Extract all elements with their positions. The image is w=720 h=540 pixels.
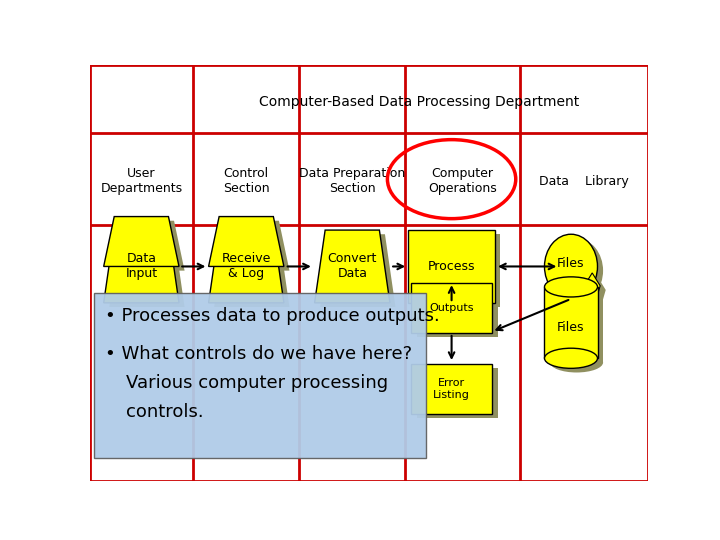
- Text: • What controls do we have here?: • What controls do we have here?: [104, 345, 412, 363]
- FancyBboxPatch shape: [94, 294, 426, 458]
- Text: Convert
Data: Convert Data: [328, 253, 377, 280]
- Polygon shape: [214, 221, 289, 271]
- Polygon shape: [104, 230, 179, 303]
- Text: Various computer processing: Various computer processing: [126, 374, 388, 392]
- Polygon shape: [214, 234, 289, 307]
- Polygon shape: [109, 221, 184, 271]
- Text: • Processes data to produce outputs.: • Processes data to produce outputs.: [104, 307, 439, 326]
- Text: Data    Library: Data Library: [539, 175, 629, 188]
- Text: Error
Listing: Error Listing: [433, 379, 470, 400]
- FancyBboxPatch shape: [411, 364, 492, 414]
- Ellipse shape: [550, 281, 603, 301]
- Polygon shape: [584, 273, 600, 299]
- Polygon shape: [590, 277, 606, 303]
- Text: controls.: controls.: [126, 403, 203, 421]
- Text: Computer-Based Data Processing Department: Computer-Based Data Processing Departmen…: [259, 95, 580, 109]
- Ellipse shape: [544, 234, 598, 299]
- Ellipse shape: [544, 348, 598, 368]
- Bar: [550, 291, 603, 362]
- Bar: [544, 287, 598, 358]
- Text: Receive
& Log: Receive & Log: [222, 253, 271, 280]
- FancyBboxPatch shape: [414, 234, 500, 307]
- Polygon shape: [417, 287, 498, 337]
- Text: Outputs: Outputs: [429, 303, 474, 313]
- Polygon shape: [417, 368, 498, 418]
- FancyBboxPatch shape: [411, 283, 492, 333]
- Text: Data Preparation
Section: Data Preparation Section: [299, 167, 405, 195]
- Polygon shape: [209, 230, 284, 303]
- Polygon shape: [209, 217, 284, 266]
- Text: Computer
Operations: Computer Operations: [428, 167, 497, 195]
- Polygon shape: [104, 217, 179, 266]
- Text: User
Departments: User Departments: [100, 167, 182, 195]
- FancyBboxPatch shape: [408, 230, 495, 303]
- Polygon shape: [109, 234, 184, 307]
- Text: Control
Section: Control Section: [223, 167, 269, 195]
- Polygon shape: [315, 230, 390, 303]
- Ellipse shape: [550, 353, 603, 373]
- Text: Data
Input: Data Input: [125, 253, 158, 280]
- Polygon shape: [320, 234, 395, 307]
- Ellipse shape: [550, 238, 603, 303]
- Text: Files: Files: [557, 321, 585, 334]
- Text: Process: Process: [428, 260, 475, 273]
- Text: Files: Files: [557, 256, 585, 270]
- Ellipse shape: [544, 277, 598, 297]
